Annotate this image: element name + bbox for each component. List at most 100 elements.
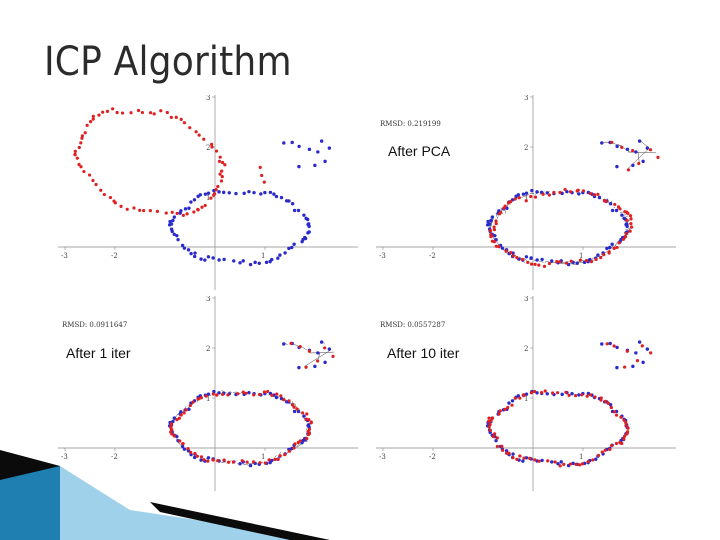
source-point bbox=[73, 149, 77, 153]
correspondence-link bbox=[521, 195, 525, 199]
target-point bbox=[530, 188, 534, 193]
source-point bbox=[77, 145, 81, 150]
target-point bbox=[490, 215, 495, 219]
target-point bbox=[222, 257, 226, 262]
x-tick-label: -2 bbox=[429, 453, 436, 461]
target-point bbox=[192, 254, 197, 259]
target-point bbox=[577, 393, 581, 397]
target-point bbox=[217, 391, 221, 395]
source-point bbox=[119, 204, 123, 208]
source-point bbox=[494, 219, 498, 223]
target-point bbox=[521, 459, 525, 463]
source-point bbox=[609, 405, 613, 410]
source-point bbox=[495, 436, 499, 440]
source-point bbox=[267, 458, 271, 462]
target-point bbox=[514, 194, 518, 199]
source-point bbox=[149, 111, 153, 115]
source-point bbox=[609, 444, 614, 448]
target-point bbox=[622, 216, 626, 221]
source-point bbox=[603, 448, 607, 452]
source-point bbox=[625, 349, 629, 353]
source-point bbox=[307, 349, 311, 353]
source-point bbox=[539, 390, 544, 395]
source-point bbox=[220, 169, 224, 173]
source-point bbox=[220, 174, 224, 179]
source-point bbox=[488, 422, 492, 427]
source-point bbox=[125, 207, 129, 211]
source-point bbox=[629, 225, 634, 229]
target-point bbox=[577, 192, 581, 196]
target-point bbox=[511, 452, 515, 456]
source-point bbox=[490, 416, 495, 420]
source-point bbox=[152, 112, 156, 116]
source-point bbox=[138, 208, 142, 212]
source-point bbox=[526, 260, 530, 264]
source-point bbox=[556, 391, 560, 395]
target-point bbox=[641, 159, 645, 164]
source-point bbox=[291, 403, 295, 407]
target-point bbox=[610, 242, 614, 246]
source-point bbox=[599, 256, 603, 260]
source-point bbox=[612, 344, 616, 348]
source-point bbox=[218, 155, 222, 159]
target-point bbox=[180, 243, 185, 248]
source-point bbox=[594, 257, 598, 262]
source-point bbox=[221, 392, 225, 397]
source-point bbox=[588, 191, 592, 196]
target-point bbox=[242, 191, 246, 196]
target-point bbox=[199, 257, 203, 261]
target-point bbox=[211, 256, 215, 260]
correspondence-link bbox=[637, 151, 640, 164]
source-point bbox=[210, 142, 214, 146]
source-point bbox=[83, 131, 87, 135]
target-point bbox=[296, 409, 301, 414]
source-point bbox=[105, 109, 110, 113]
target-point bbox=[199, 458, 203, 462]
source-point bbox=[179, 413, 183, 417]
source-point bbox=[574, 462, 578, 466]
target-point bbox=[167, 223, 172, 227]
source-point bbox=[586, 460, 590, 464]
source-point bbox=[275, 392, 279, 396]
source-point bbox=[191, 400, 195, 404]
source-point bbox=[623, 365, 627, 369]
source-point bbox=[273, 457, 277, 462]
source-point bbox=[94, 182, 98, 187]
source-point bbox=[316, 359, 320, 363]
source-point bbox=[80, 136, 84, 140]
source-point bbox=[213, 192, 217, 196]
source-point bbox=[547, 193, 551, 197]
target-point bbox=[234, 191, 238, 196]
source-point bbox=[136, 108, 141, 113]
source-point bbox=[568, 190, 573, 194]
source-point bbox=[218, 172, 222, 176]
target-point bbox=[196, 194, 200, 199]
source-point bbox=[111, 107, 115, 111]
source-point bbox=[223, 163, 227, 167]
target-point bbox=[187, 407, 191, 411]
source-point bbox=[307, 427, 312, 431]
target-point bbox=[323, 360, 327, 365]
source-point bbox=[258, 461, 262, 465]
source-point bbox=[622, 434, 627, 438]
target-point bbox=[327, 146, 332, 150]
caption-after-pca: After PCA bbox=[388, 143, 451, 159]
target-point bbox=[306, 222, 311, 226]
source-point bbox=[169, 426, 173, 430]
x-tick-label: -2 bbox=[429, 252, 436, 260]
correspondence-link bbox=[617, 144, 631, 153]
source-point bbox=[513, 396, 517, 400]
target-point bbox=[524, 255, 529, 259]
source-point bbox=[215, 393, 219, 397]
y-tick-label: 3 bbox=[524, 296, 528, 303]
source-point bbox=[506, 405, 510, 410]
source-point bbox=[192, 210, 196, 214]
target-point bbox=[565, 189, 569, 194]
source-point bbox=[596, 192, 600, 196]
target-point bbox=[524, 191, 529, 195]
target-point bbox=[175, 434, 179, 439]
correspondence-link bbox=[544, 260, 549, 263]
source-point bbox=[188, 403, 192, 408]
source-point bbox=[182, 121, 187, 125]
target-point bbox=[319, 340, 324, 344]
